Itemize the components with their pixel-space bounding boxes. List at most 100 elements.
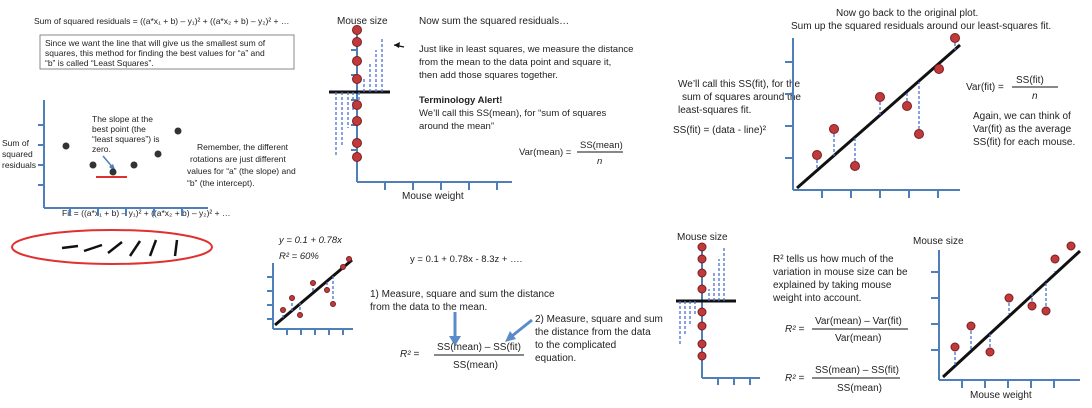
remember-note: “b” (the intercept). [187, 178, 255, 188]
y-ticks-right [931, 271, 939, 351]
y-axis-label-left: Mouse size [677, 232, 728, 243]
var-fit-left: Var(fit) = [966, 82, 1004, 93]
y-ticks [267, 276, 273, 320]
panel-least-squares: Sum of squared residuals = ((a*x₁ + b) –… [2, 16, 296, 265]
ssr-point [109, 168, 117, 176]
equation-simple: y = 0.1 + 0.78x [278, 235, 343, 246]
data-points [352, 25, 362, 162]
panel-r-squared-definition: Mouse size R² tells us how much of the v… [676, 232, 1082, 401]
fit-formula: Fit = ((a*x₁ + b) – y₁)² + ((a*x₂ + b) –… [62, 208, 230, 218]
var-mean-numerator: SS(mean) [580, 140, 623, 151]
var-mean-left: Var(mean) = [519, 147, 572, 158]
tells-line: variation in mouse size can be [773, 267, 908, 278]
x-axis-label: Mouse weight [402, 191, 464, 202]
alert-line: around the mean” [419, 121, 494, 132]
x-ticks [821, 190, 939, 198]
ssr-point [130, 161, 138, 169]
call-line: least-squares fit. [678, 105, 751, 116]
r2-frac2-numerator: SS(mean) – SS(fit) [815, 365, 899, 376]
remember-note: rotations are just different [190, 154, 286, 164]
y-ticks [785, 61, 793, 159]
sum-squared-residuals-formula: Sum of squared residuals = ((a*x₁ + b) –… [34, 16, 289, 26]
residual-dashes [816, 38, 956, 170]
r2-frac1-denominator: Var(mean) [835, 333, 882, 344]
data-points-left [697, 242, 707, 361]
body-line: then add those squares together. [419, 70, 558, 81]
tells-line: explained by taking mouse [773, 280, 892, 291]
box-line: “b” is called “Least Squares”. [45, 58, 154, 68]
r2-left-1: R² = [785, 324, 804, 335]
tells-line: R² tells us how much of the [773, 254, 894, 265]
slope-note: best point (the [92, 124, 146, 134]
panel-ss-mean: Mouse size Mouse weight [329, 16, 633, 202]
box-line: Since we want the line that will give us… [45, 38, 266, 48]
panel-r-squared-extension: y = 0.1 + 0.78x R² = 60% y = 0.1 + 0.78x… [267, 235, 663, 371]
arrow-step-one-head [449, 336, 461, 346]
alert-line: We’ll call this SS(mean), for “sum of sq… [419, 108, 606, 119]
var-fit-numerator: SS(fit) [1016, 75, 1044, 86]
least-squares-line-right [941, 249, 1082, 379]
residual-dashes-left [679, 247, 725, 344]
least-squares-note-box [39, 34, 295, 70]
call-line: We’ll call this SS(fit), for the [678, 79, 801, 90]
step-one: from the data to the mean. [370, 302, 487, 313]
ssr-point [62, 142, 70, 150]
again-line: Var(fit) as the average [973, 124, 1072, 135]
remember-note: Remember, the different [197, 142, 289, 152]
again-line: SS(fit) for each mouse. [973, 137, 1075, 148]
r2-denominator: SS(mean) [453, 360, 498, 371]
y-axis-label: Mouse size [337, 16, 388, 27]
x-ticks-left [717, 378, 751, 385]
equation-complex: y = 0.1 + 0.78x - 8.3z + …. [410, 254, 522, 265]
again-line: Again, we can think of [973, 111, 1071, 122]
fit-line [274, 258, 353, 327]
title-line: Now go back to the original plot. [836, 8, 978, 19]
r2-frac2-denominator: SS(mean) [837, 383, 882, 394]
step-two: the distance from the data [535, 327, 651, 338]
heading: Now sum the squared residuals… [419, 16, 569, 27]
y-axis-label-right: Mouse size [913, 236, 964, 247]
call-line: sum of squares around the [682, 92, 801, 103]
remember-note: values for “a” (the slope) and [187, 166, 296, 176]
box-line: squares, this method for finding the bes… [45, 48, 265, 58]
step-two: to the complicated [535, 340, 616, 351]
r2-frac1-numerator: Var(mean) – Var(fit) [815, 316, 902, 327]
ss-fit-def: SS(fit) = (data - line)² [673, 125, 767, 136]
step-one: 1) Measure, square and sum the distance [370, 289, 555, 300]
slope-note: zero. [92, 144, 111, 154]
x-ticks [384, 182, 498, 190]
rotated-lines [61, 239, 179, 257]
title-line: Sum up the squared residuals around our … [791, 21, 1051, 32]
body-line: from the mean to the data point and squa… [419, 57, 611, 68]
ylabel-sum: Sum of [2, 138, 30, 148]
pointer-arrow-head [394, 42, 400, 48]
panel-ss-fit: Now go back to the original plot. Sum up… [673, 8, 1075, 198]
tells-line: weight into account. [772, 293, 861, 304]
r2-numerator: SS(mean) – SS(fit) [437, 342, 521, 353]
slope-note: “least squares”) is [92, 134, 160, 144]
step-two: 2) Measure, square and sum [535, 314, 663, 325]
ssr-point [154, 150, 162, 158]
ylabel-residuals: residuals [2, 160, 36, 170]
body-line: Just like in least squares, we measure t… [419, 44, 633, 55]
arrow-step-two-head [505, 331, 516, 342]
data-points [812, 33, 960, 171]
residual-dashes [335, 38, 383, 156]
r2-left: R² = [400, 349, 419, 360]
step-two: equation. [535, 353, 576, 364]
x-ticks-right [961, 380, 1055, 388]
rotations-highlight [11, 229, 213, 265]
r2-left-2: R² = [785, 373, 804, 384]
arrow-step-two [511, 318, 533, 338]
ylabel-squared: squared [2, 149, 33, 159]
least-squares-line [796, 43, 961, 190]
slope-note: The slope at the [92, 114, 153, 124]
terminology-alert: Terminology Alert! [419, 95, 502, 106]
ssr-point [89, 161, 97, 169]
data-points [280, 256, 352, 318]
r-squared-value: R² = 60% [279, 251, 319, 262]
data-points-right [950, 241, 1076, 357]
x-axis-label-right: Mouse weight [970, 390, 1032, 401]
var-mean-denominator: n [597, 156, 602, 167]
